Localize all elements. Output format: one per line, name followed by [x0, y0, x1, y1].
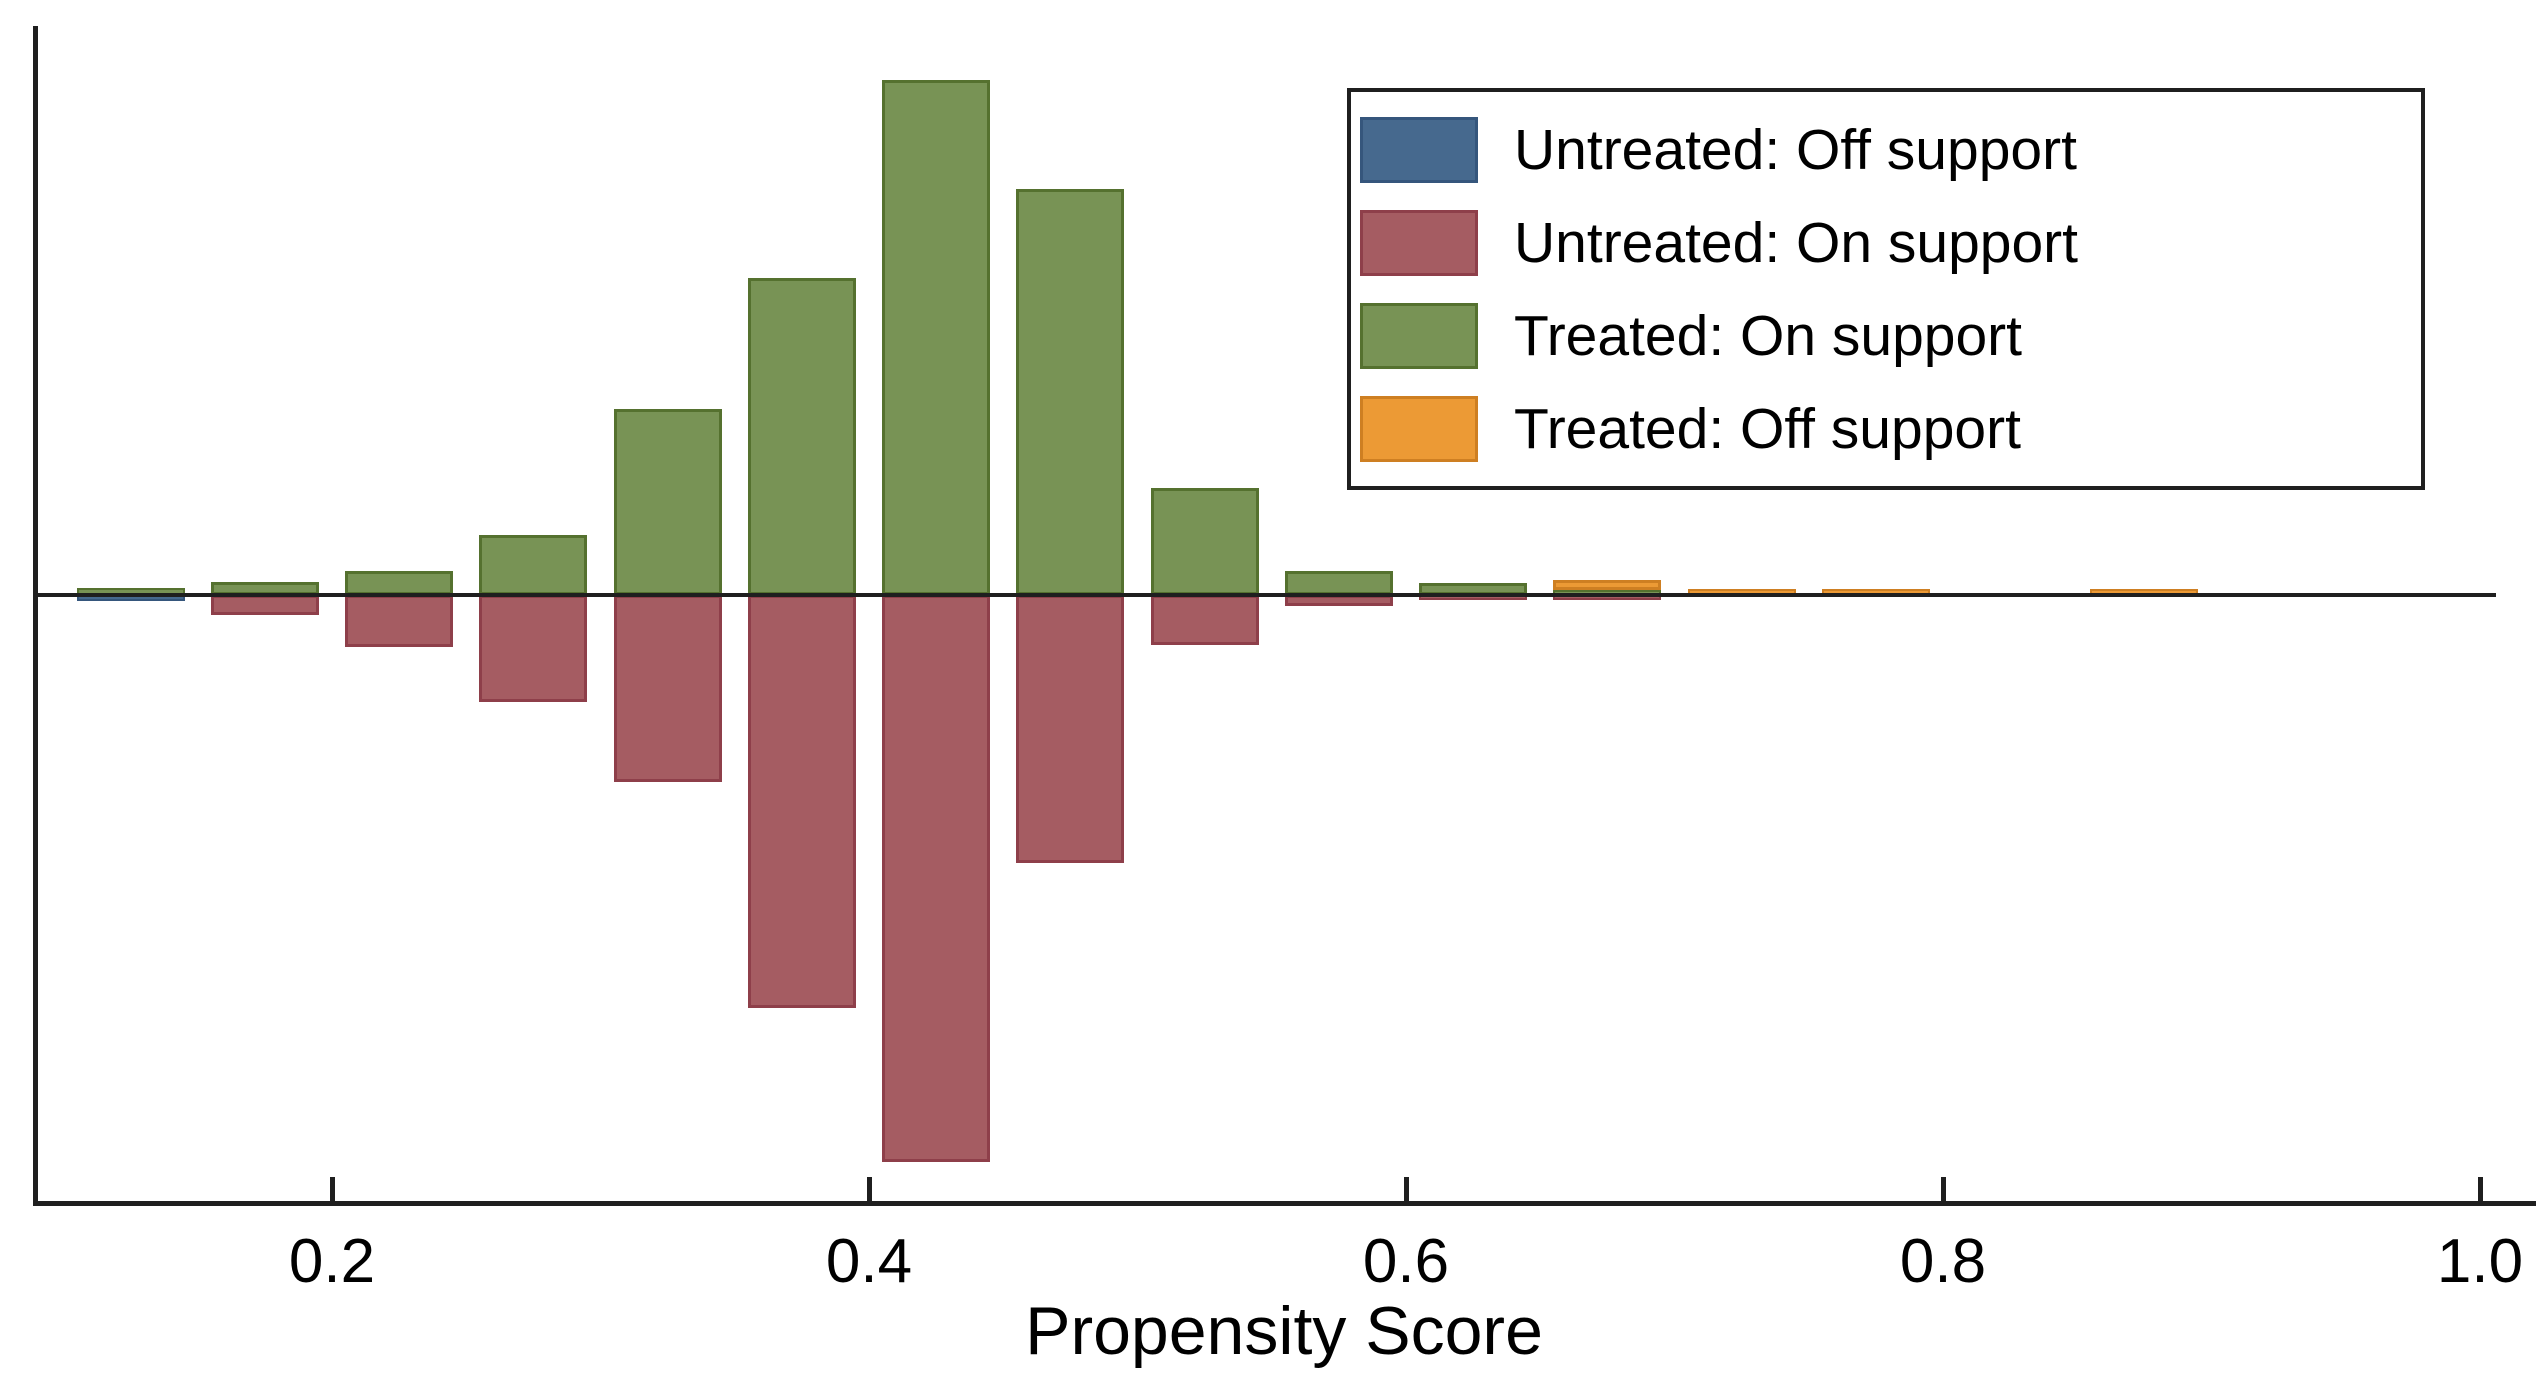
x-tick-label-1.0: 1.0 — [2436, 1227, 2524, 1296]
bar-untreated-on-support — [210, 595, 319, 615]
x-tick-1.0 — [2477, 1177, 2483, 1203]
legend-label-treated-on-support: Treated: On support — [1514, 304, 2022, 368]
x-tick-0.6 — [1403, 1177, 1409, 1203]
bar-untreated-on-support — [345, 595, 454, 647]
legend-row-untreated-off-support: Untreated: Off support — [1360, 117, 2421, 183]
bar-treated-on-support — [747, 278, 856, 595]
bar-treated-on-support — [479, 535, 588, 595]
bar-treated-on-support — [345, 571, 454, 595]
legend-row-untreated-on-support: Untreated: On support — [1360, 210, 2421, 276]
bar-treated-on-support — [613, 409, 722, 595]
x-axis-title: Propensity Score — [1025, 1293, 1543, 1369]
bar-untreated-on-support — [479, 595, 588, 702]
x-tick-label-0.2: 0.2 — [288, 1227, 376, 1296]
x-tick-0.4 — [866, 1177, 872, 1203]
y-axis-spine — [33, 26, 38, 1206]
legend-swatch-untreated-on-support — [1360, 210, 1478, 276]
bar-untreated-on-support — [1016, 595, 1125, 863]
x-tick-label-0.6: 0.6 — [1362, 1227, 1450, 1296]
legend-swatch-treated-on-support — [1360, 303, 1478, 369]
legend-label-treated-off-support: Treated: Off support — [1514, 397, 2021, 461]
x-tick-label-0.4: 0.4 — [825, 1227, 913, 1296]
bar-untreated-on-support — [882, 595, 991, 1162]
legend-label-untreated-on-support: Untreated: On support — [1514, 211, 2078, 275]
legend-row-treated-on-support: Treated: On support — [1360, 303, 2421, 369]
bar-treated-on-support — [882, 80, 991, 595]
legend-box: Untreated: Off support Untreated: On supp… — [1347, 88, 2425, 490]
legend-swatch-treated-off-support — [1360, 396, 1478, 462]
zero-baseline — [35, 593, 2496, 597]
bar-treated-on-support — [1016, 189, 1125, 595]
bar-treated-on-support — [1150, 488, 1259, 595]
legend-swatch-untreated-off-support — [1360, 117, 1478, 183]
bar-treated-off-support — [1553, 580, 1662, 590]
bar-untreated-on-support — [613, 595, 722, 782]
x-tick-0.2 — [329, 1177, 335, 1203]
bar-untreated-on-support — [747, 595, 856, 1008]
x-tick-label-0.8: 0.8 — [1899, 1227, 1987, 1296]
x-tick-0.8 — [1940, 1177, 1946, 1203]
x-axis-spine — [33, 1201, 2536, 1206]
bar-untreated-on-support — [1150, 595, 1259, 645]
legend-label-untreated-off-support: Untreated: Off support — [1514, 118, 2077, 182]
bar-treated-on-support — [1284, 571, 1393, 595]
legend-row-treated-off-support: Treated: Off support — [1360, 396, 2421, 462]
